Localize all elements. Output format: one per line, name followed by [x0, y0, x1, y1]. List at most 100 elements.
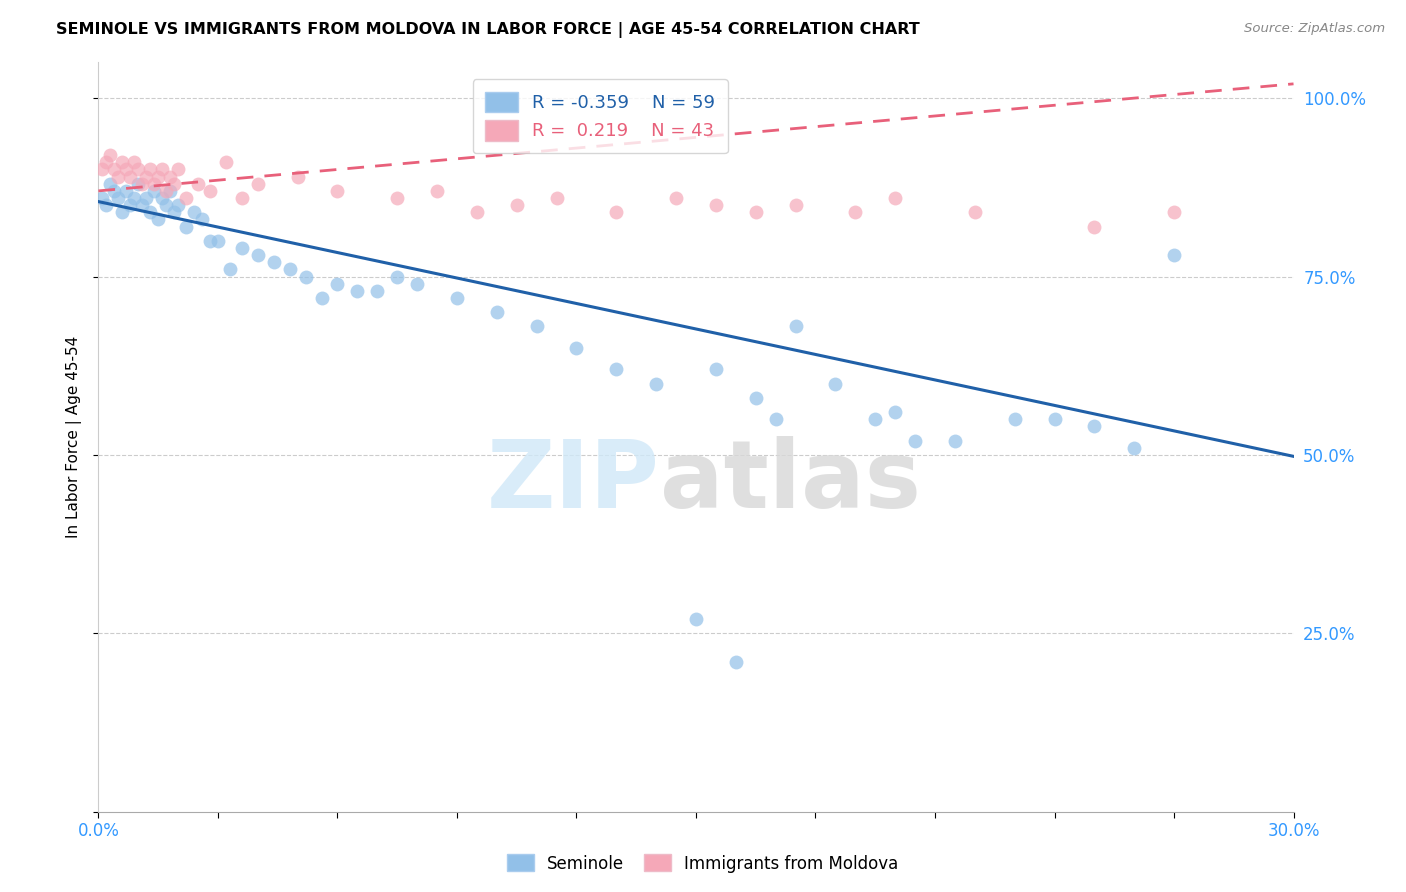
Point — [446, 291, 468, 305]
Point — [605, 205, 627, 219]
Point — [385, 269, 409, 284]
Point — [115, 162, 138, 177]
Point — [685, 612, 707, 626]
Point — [824, 376, 846, 391]
Point — [98, 148, 122, 162]
Point — [91, 162, 114, 177]
Point — [884, 191, 907, 205]
Point — [645, 376, 668, 391]
Point — [174, 219, 197, 234]
Point — [131, 198, 153, 212]
Text: atlas: atlas — [661, 436, 921, 528]
Point — [148, 212, 170, 227]
Point — [127, 177, 149, 191]
Point — [294, 269, 316, 284]
Point — [844, 205, 866, 219]
Point — [150, 191, 173, 205]
Point — [263, 255, 285, 269]
Point — [163, 177, 186, 191]
Point — [565, 341, 588, 355]
Point — [215, 155, 238, 169]
Point — [111, 155, 134, 169]
Point — [943, 434, 966, 448]
Point — [103, 162, 125, 177]
Point — [159, 169, 181, 184]
Point — [745, 205, 768, 219]
Point — [167, 162, 190, 177]
Point — [150, 162, 173, 177]
Point — [155, 184, 177, 198]
Point — [120, 198, 142, 212]
Point — [485, 305, 508, 319]
Point — [765, 412, 787, 426]
Point — [143, 184, 166, 198]
Point — [1083, 419, 1105, 434]
Point — [326, 184, 349, 198]
Point — [163, 205, 186, 219]
Point — [103, 184, 125, 198]
Point — [198, 234, 221, 248]
Text: SEMINOLE VS IMMIGRANTS FROM MOLDOVA IN LABOR FORCE | AGE 45-54 CORRELATION CHART: SEMINOLE VS IMMIGRANTS FROM MOLDOVA IN L… — [56, 22, 920, 38]
Point — [278, 262, 301, 277]
Point — [366, 284, 388, 298]
Point — [465, 205, 488, 219]
Point — [1004, 412, 1026, 426]
Point — [96, 155, 118, 169]
Point — [139, 162, 162, 177]
Text: Source: ZipAtlas.com: Source: ZipAtlas.com — [1244, 22, 1385, 36]
Point — [96, 198, 118, 212]
Point — [246, 248, 269, 262]
Point — [745, 391, 768, 405]
Point — [785, 319, 807, 334]
Point — [1163, 248, 1185, 262]
Point — [665, 191, 688, 205]
Point — [546, 191, 568, 205]
Point — [1123, 441, 1146, 455]
Point — [1043, 412, 1066, 426]
Point — [724, 655, 747, 669]
Point — [287, 169, 309, 184]
Point — [183, 205, 205, 219]
Legend: Seminole, Immigrants from Moldova: Seminole, Immigrants from Moldova — [501, 847, 905, 880]
Point — [159, 184, 181, 198]
Legend: R = -0.359    N = 59, R =  0.219    N = 43: R = -0.359 N = 59, R = 0.219 N = 43 — [472, 79, 728, 153]
Point — [346, 284, 368, 298]
Point — [865, 412, 887, 426]
Point — [219, 262, 242, 277]
Point — [124, 191, 146, 205]
Point — [155, 198, 177, 212]
Y-axis label: In Labor Force | Age 45-54: In Labor Force | Age 45-54 — [66, 336, 83, 538]
Point — [139, 205, 162, 219]
Point — [406, 277, 429, 291]
Point — [884, 405, 907, 419]
Point — [111, 205, 134, 219]
Point — [124, 155, 146, 169]
Point — [91, 191, 114, 205]
Point — [127, 162, 149, 177]
Point — [131, 177, 153, 191]
Point — [107, 191, 129, 205]
Point — [785, 198, 807, 212]
Point — [107, 169, 129, 184]
Point — [426, 184, 449, 198]
Point — [135, 169, 157, 184]
Point — [148, 169, 170, 184]
Point — [187, 177, 209, 191]
Point — [246, 177, 269, 191]
Point — [198, 184, 221, 198]
Point — [120, 169, 142, 184]
Point — [526, 319, 548, 334]
Point — [207, 234, 229, 248]
Point — [311, 291, 333, 305]
Point — [506, 198, 529, 212]
Point — [1083, 219, 1105, 234]
Point — [704, 198, 727, 212]
Point — [704, 362, 727, 376]
Point — [605, 362, 627, 376]
Point — [231, 241, 253, 255]
Point — [963, 205, 986, 219]
Point — [191, 212, 214, 227]
Point — [385, 191, 409, 205]
Point — [135, 191, 157, 205]
Text: ZIP: ZIP — [488, 436, 661, 528]
